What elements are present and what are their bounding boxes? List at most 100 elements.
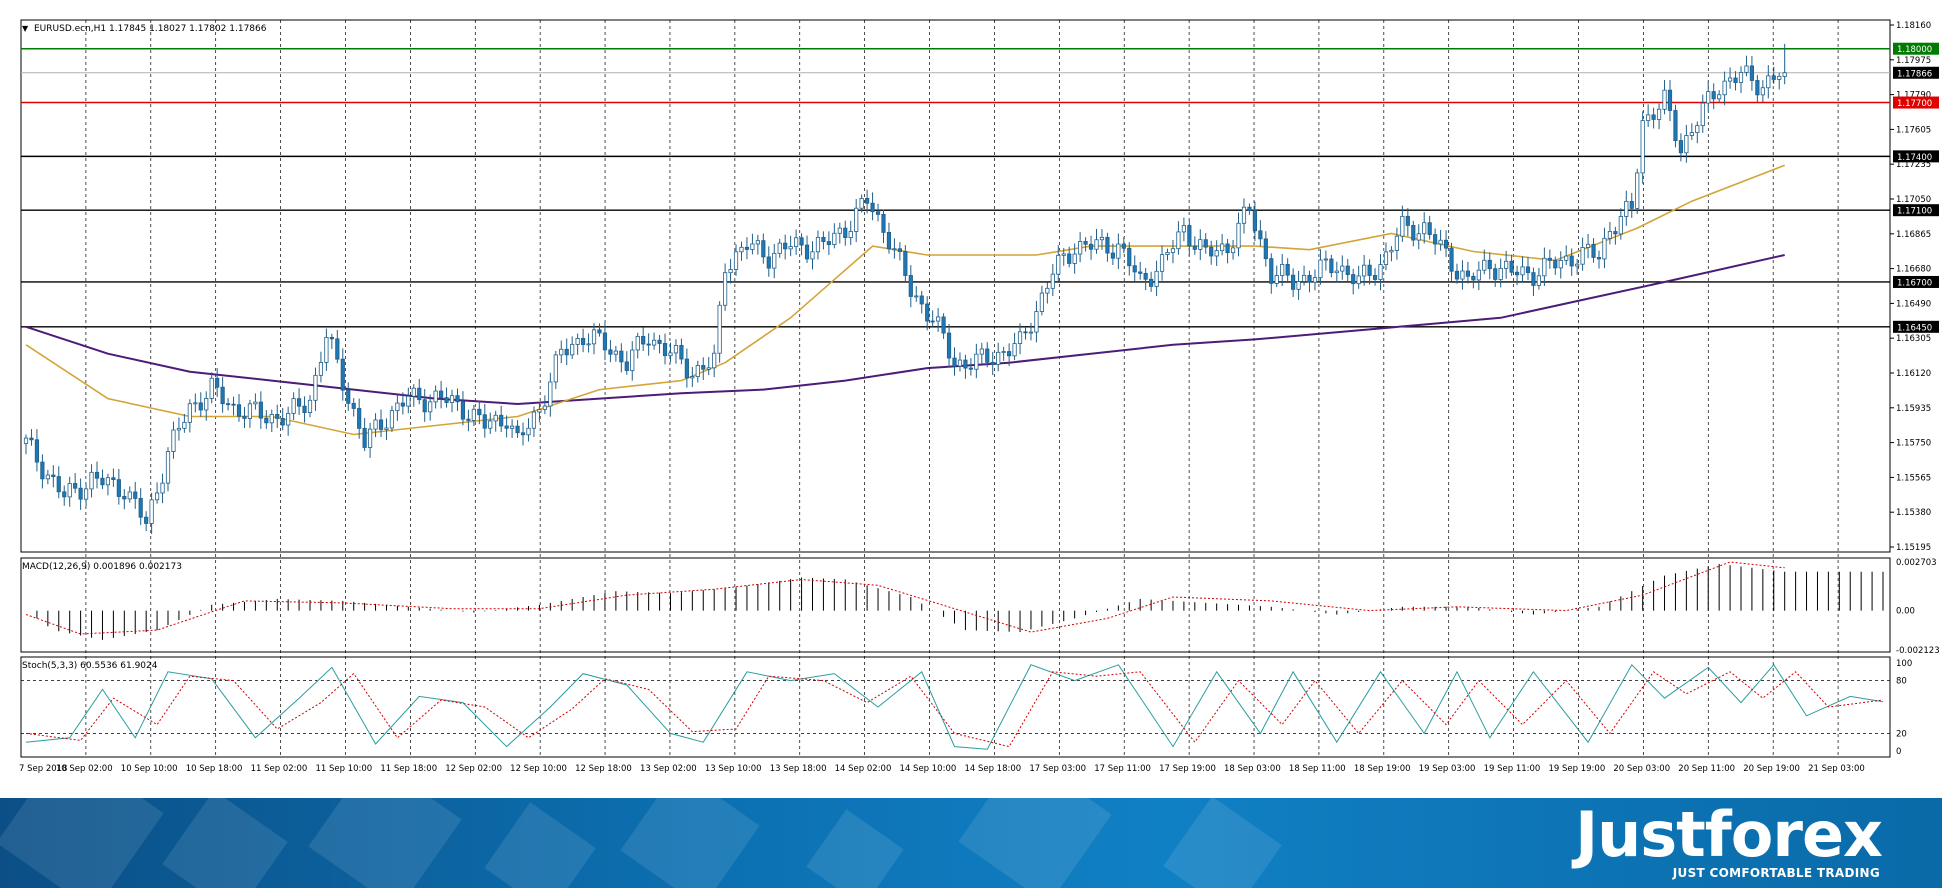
candle-bear[interactable]: [1734, 78, 1737, 83]
candle-bull[interactable]: [188, 404, 191, 423]
candle-bull[interactable]: [1646, 115, 1649, 121]
candle-bull[interactable]: [980, 349, 983, 354]
candle-bear[interactable]: [1188, 225, 1191, 246]
candle-bull[interactable]: [1073, 254, 1076, 263]
candle-bear[interactable]: [347, 390, 350, 403]
candle-bull[interactable]: [210, 378, 213, 398]
candle-bull[interactable]: [1335, 271, 1338, 273]
candle-bull[interactable]: [1237, 223, 1240, 248]
candle-bear[interactable]: [276, 414, 279, 418]
candle-bull[interactable]: [1619, 216, 1622, 233]
candle-bear[interactable]: [199, 403, 202, 410]
candle-bull[interactable]: [319, 362, 322, 375]
candle-bull[interactable]: [1641, 121, 1644, 173]
candle-bull[interactable]: [1297, 281, 1300, 289]
candle-bear[interactable]: [467, 419, 470, 420]
candle-bear[interactable]: [1455, 271, 1458, 279]
candle-bear[interactable]: [1084, 241, 1087, 244]
candle-bull[interactable]: [1220, 244, 1223, 251]
candle-bull[interactable]: [1701, 103, 1704, 126]
candle-bull[interactable]: [1717, 95, 1720, 99]
candle-bull[interactable]: [691, 377, 694, 378]
candle-bear[interactable]: [79, 488, 82, 499]
candle-bull[interactable]: [1581, 247, 1584, 264]
candle-bull[interactable]: [68, 483, 71, 496]
candle-bear[interactable]: [30, 438, 33, 440]
candle-bull[interactable]: [368, 429, 371, 447]
candle-bear[interactable]: [445, 398, 448, 403]
candle-bear[interactable]: [215, 378, 218, 387]
candle-bull[interactable]: [161, 483, 164, 493]
candle-bear[interactable]: [112, 478, 115, 480]
candle-bull[interactable]: [1745, 66, 1748, 72]
candle-bear[interactable]: [423, 400, 426, 412]
candle-bear[interactable]: [357, 408, 360, 428]
candle-bear[interactable]: [685, 359, 688, 378]
candle-bear[interactable]: [1433, 235, 1436, 244]
candle-bull[interactable]: [472, 409, 475, 420]
candle-bear[interactable]: [1554, 260, 1557, 268]
candle-bull[interactable]: [1215, 251, 1218, 256]
candle-bull[interactable]: [434, 391, 437, 402]
candle-bear[interactable]: [882, 214, 885, 232]
candle-bear[interactable]: [1510, 261, 1513, 272]
candle-bear[interactable]: [1614, 232, 1617, 234]
candle-bull[interactable]: [997, 352, 1000, 364]
candle-bear[interactable]: [603, 333, 606, 350]
candle-bull[interactable]: [652, 340, 655, 345]
candle-bear[interactable]: [1286, 264, 1289, 275]
candle-bear[interactable]: [1270, 259, 1273, 284]
candle-bull[interactable]: [669, 353, 672, 356]
candle-bull[interactable]: [1177, 232, 1180, 249]
candle-bull[interactable]: [194, 403, 197, 404]
candle-bear[interactable]: [909, 275, 912, 296]
candle-bull[interactable]: [1499, 268, 1502, 279]
candle-bull[interactable]: [560, 349, 563, 355]
stochastic-pane[interactable]: [21, 665, 1890, 749]
candle-bear[interactable]: [1308, 275, 1311, 282]
candle-bear[interactable]: [1652, 115, 1655, 120]
candle-bull[interactable]: [1057, 255, 1060, 274]
candle-bull[interactable]: [1051, 274, 1054, 288]
candle-bull[interactable]: [833, 233, 836, 244]
candle-bear[interactable]: [658, 340, 661, 343]
candle-bear[interactable]: [1466, 271, 1469, 276]
candle-bear[interactable]: [1750, 66, 1753, 81]
candle-bear[interactable]: [478, 409, 481, 414]
candle-bear[interactable]: [461, 402, 464, 419]
candle-bear[interactable]: [598, 330, 601, 333]
candle-bull[interactable]: [1040, 293, 1043, 311]
candle-bull[interactable]: [773, 253, 776, 268]
candle-bull[interactable]: [712, 353, 715, 368]
candle-bull[interactable]: [1013, 344, 1016, 356]
candle-bear[interactable]: [95, 472, 98, 478]
candle-bull[interactable]: [1707, 92, 1710, 104]
candle-bull[interactable]: [538, 410, 541, 412]
candle-bear[interactable]: [647, 344, 650, 345]
candle-bull[interactable]: [1242, 207, 1245, 223]
candle-bull[interactable]: [1685, 136, 1688, 153]
candle-bear[interactable]: [1346, 266, 1349, 274]
candle-bear[interactable]: [1291, 275, 1294, 289]
candle-bear[interactable]: [1592, 244, 1595, 257]
candle-bull[interactable]: [1062, 254, 1065, 255]
candle-bull[interactable]: [1302, 275, 1305, 281]
candle-bear[interactable]: [1259, 231, 1262, 239]
candle-bull[interactable]: [1155, 271, 1158, 286]
candle-bear[interactable]: [1193, 246, 1196, 249]
candle-bull[interactable]: [314, 375, 317, 400]
candle-bull[interactable]: [1319, 260, 1322, 278]
candle-bear[interactable]: [232, 404, 235, 405]
candle-bear[interactable]: [35, 440, 38, 462]
candle-bull[interactable]: [1117, 244, 1120, 258]
candle-bear[interactable]: [139, 498, 142, 517]
candle-bull[interactable]: [270, 414, 273, 422]
candle-bear[interactable]: [805, 245, 808, 259]
candle-bull[interactable]: [254, 402, 257, 404]
candle-bear[interactable]: [1526, 267, 1529, 273]
candle-bear[interactable]: [680, 345, 683, 359]
candle-bear[interactable]: [1111, 253, 1114, 258]
candle-bear[interactable]: [1204, 240, 1207, 247]
candle-bull[interactable]: [292, 399, 295, 414]
candle-bull[interactable]: [1275, 276, 1278, 284]
